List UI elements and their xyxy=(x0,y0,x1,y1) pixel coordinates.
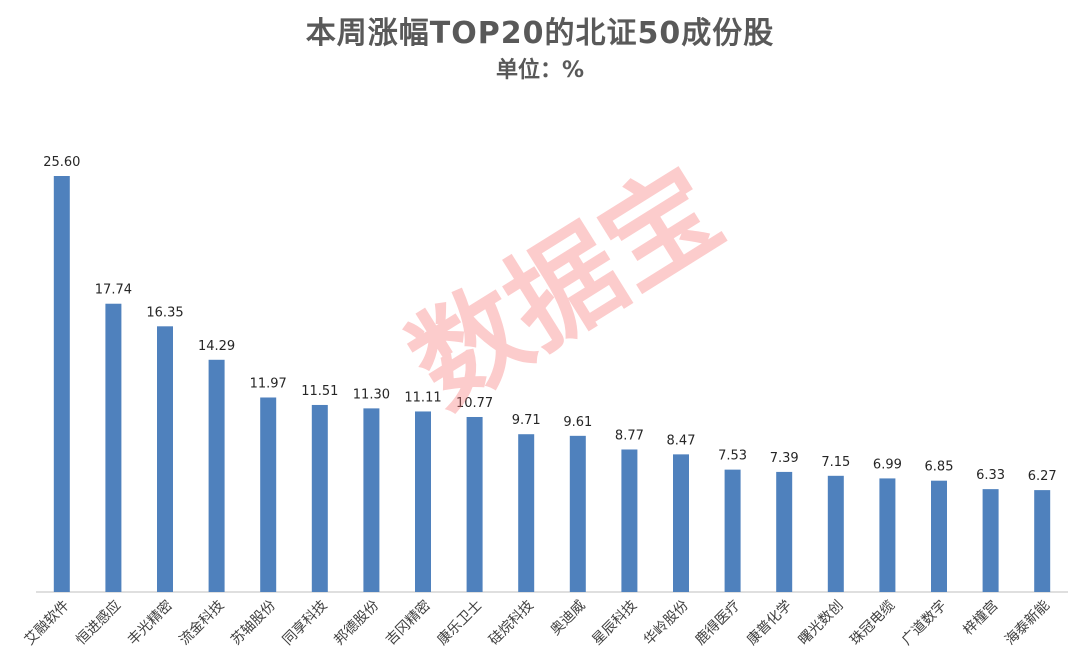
category-label-18: 广道数字 xyxy=(899,598,950,649)
data-label-2: 17.74 xyxy=(95,283,132,298)
bar-17 xyxy=(879,478,896,592)
bar-6 xyxy=(311,404,328,592)
bar-19 xyxy=(982,489,999,592)
data-label-7: 11.30 xyxy=(353,387,390,402)
bar-3 xyxy=(157,326,173,592)
chart-subtitle: 单位：% xyxy=(495,58,585,83)
category-label-12: 星辰科技 xyxy=(589,598,640,649)
data-label-10: 9.71 xyxy=(512,413,541,428)
bar-15 xyxy=(776,471,793,592)
category-label-7: 邦德股份 xyxy=(331,598,382,649)
bar-13 xyxy=(673,454,689,592)
bar-14 xyxy=(724,469,741,592)
category-label-17: 珠冠电缆 xyxy=(847,598,898,649)
data-label-9: 10.77 xyxy=(456,396,493,411)
bar-20 xyxy=(1034,490,1051,592)
data-label-3: 16.35 xyxy=(146,305,183,320)
category-label-13: 华岭股份 xyxy=(641,598,692,649)
bar-7 xyxy=(363,408,380,592)
category-label-14: 鹿得医疗 xyxy=(692,597,744,649)
bar-4 xyxy=(208,359,225,592)
data-label-15: 7.39 xyxy=(770,451,799,466)
bar-8 xyxy=(415,411,431,592)
data-label-1: 25.60 xyxy=(43,155,80,170)
data-label-11: 9.61 xyxy=(563,415,592,430)
category-label-3: 丰光精密 xyxy=(124,597,176,649)
data-label-14: 7.53 xyxy=(718,449,747,464)
category-label-10: 硅烷科技 xyxy=(486,598,537,649)
category-label-15: 康普化学 xyxy=(743,597,795,649)
bar-1 xyxy=(53,176,70,592)
data-label-8: 11.11 xyxy=(404,390,441,405)
data-label-16: 7.15 xyxy=(821,455,850,470)
category-label-19: 梓橦宫 xyxy=(960,597,1002,639)
category-label-20: 海泰新能 xyxy=(1002,598,1053,649)
data-label-13: 8.47 xyxy=(667,433,696,448)
bar-5 xyxy=(260,397,277,592)
data-label-20: 6.27 xyxy=(1028,469,1057,484)
data-label-4: 14.29 xyxy=(198,339,235,354)
data-label-5: 11.97 xyxy=(250,376,287,391)
category-label-4: 流金科技 xyxy=(177,598,228,649)
bar-16 xyxy=(827,475,844,592)
data-label-17: 6.99 xyxy=(873,457,902,472)
category-label-6: 同享科技 xyxy=(279,597,331,649)
category-label-8: 吉冈精密 xyxy=(382,597,434,649)
bar-10 xyxy=(518,434,535,592)
chart-title: 本周涨幅TOP20的北证50成份股 xyxy=(305,16,775,51)
data-label-18: 6.85 xyxy=(925,460,954,475)
bar-11 xyxy=(569,435,586,592)
data-label-6: 11.51 xyxy=(301,384,338,399)
data-label-19: 6.33 xyxy=(976,468,1005,483)
bar-18 xyxy=(931,480,947,592)
data-label-12: 8.77 xyxy=(615,428,644,443)
bar-9 xyxy=(466,416,483,592)
bar-2 xyxy=(105,303,122,592)
category-label-1: 艾融软件 xyxy=(22,598,73,649)
bar-12 xyxy=(621,449,638,592)
category-label-16: 曙光数创 xyxy=(796,598,847,649)
category-label-11: 奥迪威 xyxy=(547,597,589,639)
category-label-9: 康乐卫士 xyxy=(434,597,486,649)
category-label-2: 恒进感应 xyxy=(73,597,125,649)
category-label-5: 苏轴股份 xyxy=(228,598,279,649)
